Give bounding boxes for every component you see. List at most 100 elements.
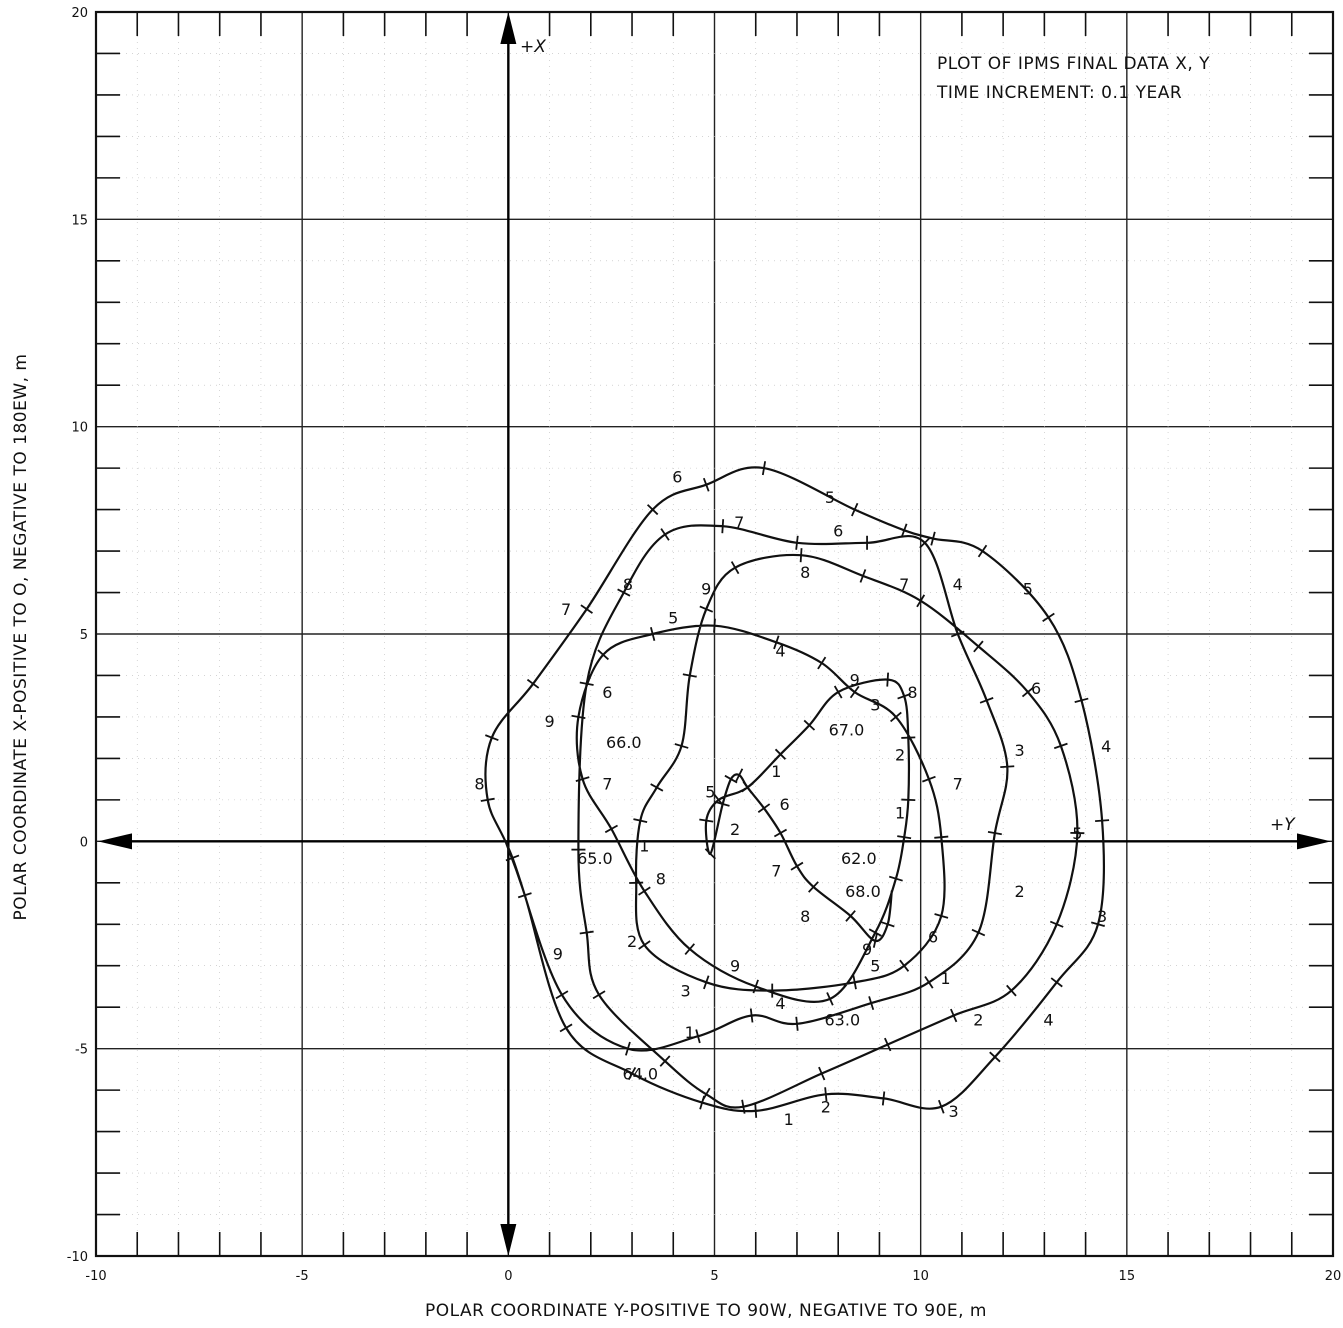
path-tick-mark	[695, 1029, 701, 1044]
y-tick-label: 0	[80, 835, 88, 850]
path-tick-mark	[638, 886, 651, 896]
path-tick-mark	[579, 681, 594, 686]
month-label: 8	[800, 563, 810, 582]
path-tick-mark	[625, 1041, 631, 1056]
path-tick-mark	[989, 1051, 1001, 1063]
path-tick-mark	[900, 523, 908, 538]
path-tick-mark	[713, 793, 724, 806]
path-tick-mark	[886, 672, 890, 687]
path-tick-mark	[977, 544, 988, 558]
month-label: 1	[940, 969, 950, 988]
path-tick-mark	[774, 748, 787, 760]
month-label: 8	[656, 870, 666, 889]
path-tick-mark	[1049, 920, 1064, 928]
y-tick-label: -10	[67, 1250, 88, 1265]
path-tick-mark	[868, 928, 882, 937]
year-label: 68.0	[845, 882, 881, 901]
path-tick-mark	[721, 519, 725, 534]
path-tick-mark	[702, 477, 710, 492]
y-tick-label: 20	[71, 6, 88, 21]
path-tick-mark	[888, 875, 903, 882]
path-tick-mark	[901, 798, 916, 802]
path-tick-mark	[950, 1008, 958, 1023]
month-label: 1	[771, 762, 781, 781]
polar-motion-path	[484, 466, 1106, 1113]
month-label: 7	[953, 774, 963, 793]
path-tick-mark	[868, 996, 875, 1011]
month-label: 4	[953, 575, 963, 594]
path-tick-mark	[505, 854, 520, 862]
path-tick-mark	[808, 881, 819, 893]
arrow-down-icon	[500, 1224, 517, 1256]
year-label: 67.0	[829, 720, 865, 739]
arrow-left-icon	[98, 833, 132, 850]
path-tick-mark	[1021, 686, 1034, 698]
month-label: 9	[701, 579, 711, 598]
path-tick-mark	[799, 548, 803, 563]
path-tick-mark	[646, 504, 659, 516]
path-tick-mark	[749, 1008, 754, 1023]
year-label: 64.0	[622, 1065, 658, 1084]
path-tick-mark	[818, 1066, 826, 1081]
path-tick-mark	[987, 830, 1002, 836]
path-tick-mark	[752, 979, 759, 994]
month-label: 4	[775, 994, 785, 1013]
path-tick-mark	[517, 892, 532, 899]
path-tick-mark	[633, 818, 648, 823]
path-tick-mark	[638, 940, 651, 950]
month-label: 4	[1101, 737, 1111, 756]
month-label: 3	[870, 695, 880, 714]
path-tick-mark	[881, 1091, 886, 1106]
month-label: 5	[1072, 824, 1082, 843]
path-tick-mark	[833, 685, 843, 699]
path-tick-mark	[851, 502, 859, 517]
path-tick-mark	[555, 990, 569, 1000]
path-tick-mark	[761, 461, 767, 476]
data-marks	[480, 461, 1110, 1118]
month-label: 2	[973, 1011, 983, 1030]
year-label: 66.0	[606, 733, 642, 752]
path-tick-mark	[1050, 977, 1063, 988]
path-tick-mark	[526, 678, 540, 689]
path-tick-mark	[724, 774, 738, 784]
x-tick-label: -5	[296, 1269, 309, 1284]
path-tick-mark	[979, 697, 994, 704]
polar-motion-curve	[484, 466, 1106, 1113]
month-label: 5	[825, 488, 835, 507]
path-tick-mark	[880, 921, 895, 928]
path-tick-mark	[934, 835, 949, 839]
year-label: 62.0	[841, 849, 877, 868]
x-tick-label: 10	[912, 1269, 929, 1284]
path-tick-mark	[674, 743, 689, 749]
month-label: 5	[668, 608, 678, 627]
path-tick-mark	[757, 803, 771, 813]
month-label: 7	[899, 575, 909, 594]
path-tick-mark	[790, 861, 804, 871]
month-label: 4	[775, 642, 785, 661]
y-tick-label: 15	[71, 213, 88, 228]
month-label: 3	[681, 982, 691, 1001]
path-tick-mark	[559, 1023, 573, 1033]
path-tick-mark	[884, 1037, 892, 1052]
path-tick-mark	[703, 975, 710, 990]
month-label: 5	[1023, 579, 1033, 598]
path-tick-mark	[580, 604, 593, 614]
path-tick-mark	[1000, 765, 1015, 769]
path-tick-mark	[617, 588, 631, 597]
path-tick-mark	[682, 673, 697, 678]
path-tick-mark	[592, 990, 606, 1000]
path-tick-mark	[571, 714, 586, 719]
path-tick-mark	[950, 630, 965, 638]
path-tick-mark	[845, 910, 856, 922]
path-tick-mark	[817, 656, 827, 670]
path-tick-mark	[579, 930, 594, 935]
x-tick-label: 20	[1325, 1269, 1342, 1284]
path-tick-mark	[852, 975, 857, 990]
path-tick-mark	[704, 848, 716, 860]
month-label: 8	[800, 907, 810, 926]
path-tick-mark	[575, 776, 590, 782]
path-tick-mark	[1095, 819, 1110, 823]
month-label: 9	[862, 940, 872, 959]
